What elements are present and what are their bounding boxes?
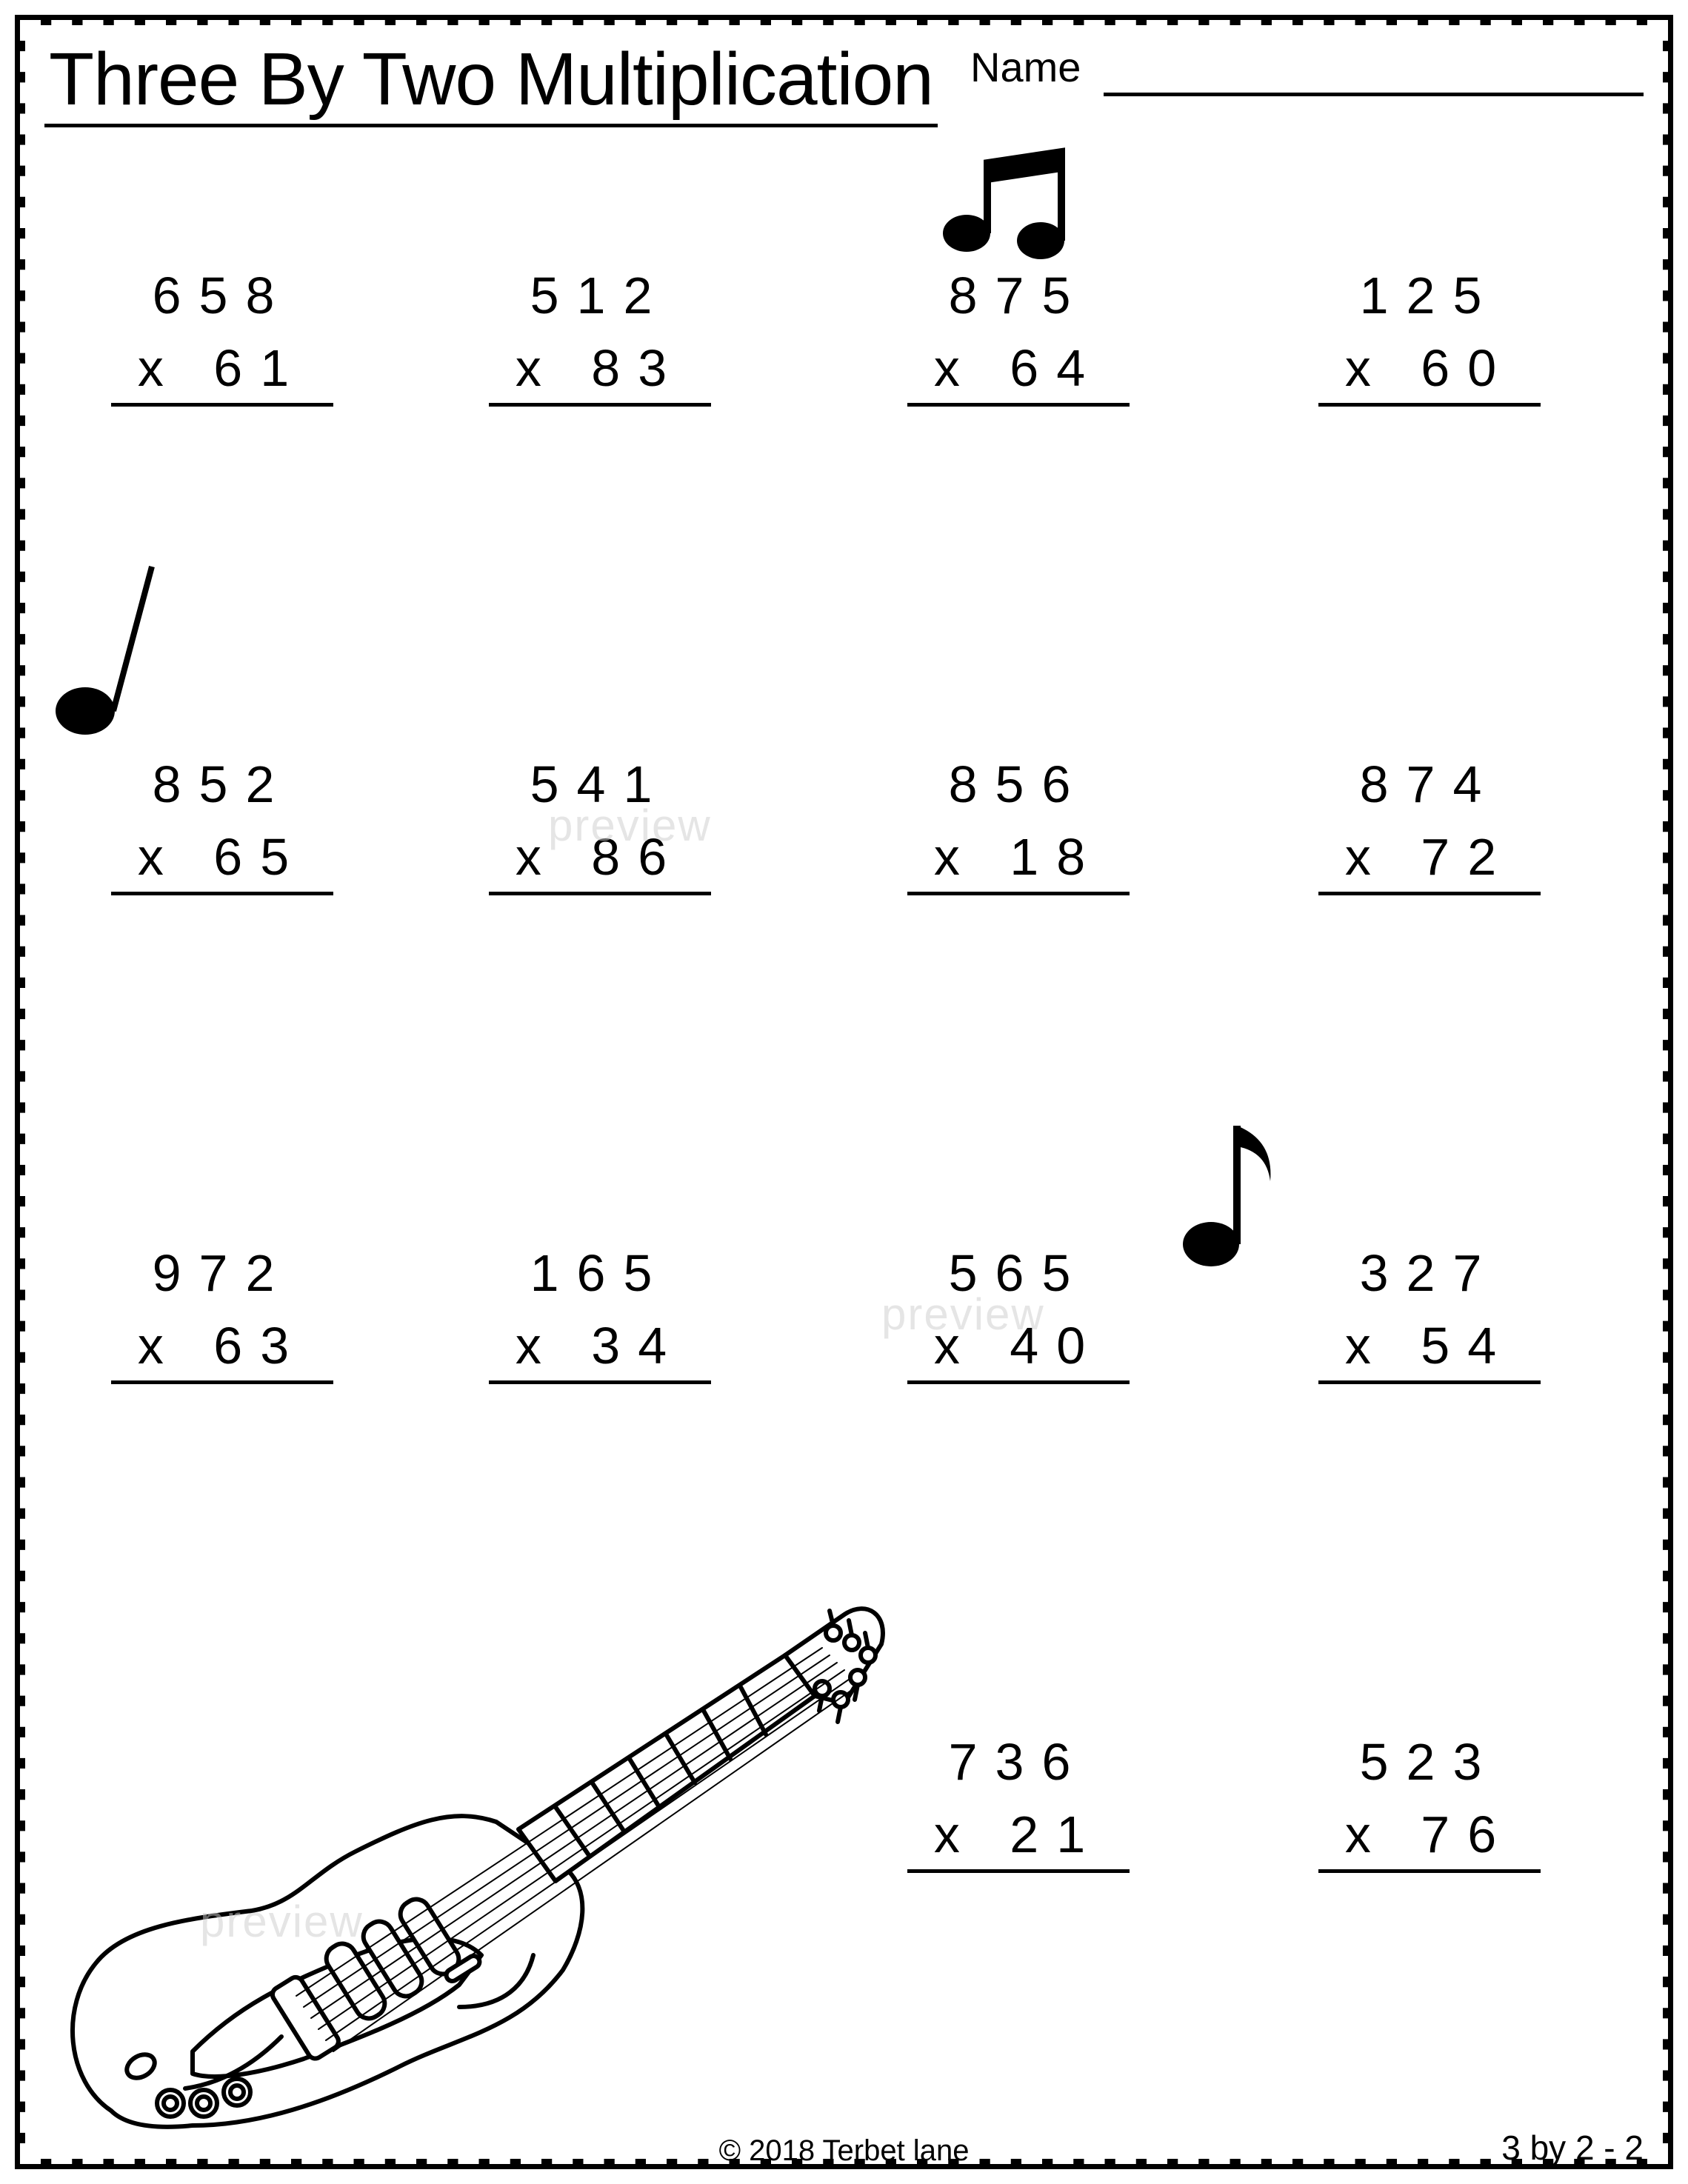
multiplication-problem: 327x 54	[1318, 1237, 1541, 1384]
multiplication-problem: 736x 21	[907, 1726, 1130, 1873]
worksheet-header: Three By Two Multiplication Name	[44, 37, 1644, 133]
multiplication-problem: 523x 76	[1318, 1726, 1541, 1873]
multiplication-problem: 852x 65	[111, 748, 333, 895]
name-line	[1104, 93, 1644, 96]
multiplication-problem: 512x 83	[489, 259, 711, 407]
multiplication-problem: 165x 34	[489, 1237, 711, 1384]
multiplication-problem: 125x 60	[1318, 259, 1541, 407]
copyright-text: © 2018 Terbet lane	[0, 2134, 1688, 2168]
page-number: 3 by 2 - 2	[1501, 2128, 1644, 2168]
name-label: Name	[970, 43, 1081, 91]
multiplication-problem: 856x 18	[907, 748, 1130, 895]
multiplication-problem: 875x 64	[907, 259, 1130, 407]
multiplication-problem: 541x 86	[489, 748, 711, 895]
multiplication-problem: 658x 61	[111, 259, 333, 407]
multiplication-problem: 874x 72	[1318, 748, 1541, 895]
multiplication-problem: 565x 40	[907, 1237, 1130, 1384]
multiplication-problem: 972x 63	[111, 1237, 333, 1384]
worksheet-title: Three By Two Multiplication	[44, 37, 938, 127]
